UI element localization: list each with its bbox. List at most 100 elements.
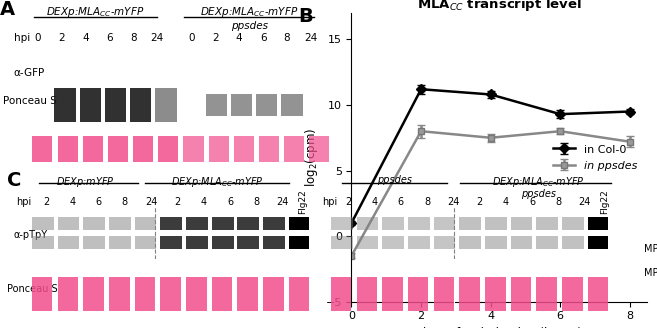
Text: hpi: hpi (322, 197, 337, 207)
Bar (212, 277, 233, 311)
Bar (485, 277, 505, 311)
Bar (263, 236, 285, 249)
Bar (83, 217, 105, 230)
Text: ppsdes: ppsdes (521, 190, 556, 199)
Text: 2: 2 (212, 33, 219, 43)
Bar (109, 236, 131, 249)
Bar (55, 88, 76, 122)
Bar (357, 217, 378, 230)
Text: 8: 8 (284, 33, 290, 43)
Text: 8: 8 (424, 197, 430, 207)
Bar (284, 136, 304, 162)
Bar (135, 236, 156, 249)
Text: 24: 24 (145, 197, 157, 207)
Bar (485, 236, 507, 249)
Text: 6: 6 (397, 197, 404, 207)
Bar (32, 277, 53, 311)
Bar (289, 236, 311, 249)
Bar (588, 236, 610, 249)
Bar (160, 217, 182, 230)
Title: MLA$_{CC}$ transcript level: MLA$_{CC}$ transcript level (417, 0, 582, 12)
X-axis label: Time after induction (hours): Time after induction (hours) (417, 327, 582, 328)
Bar (206, 94, 227, 116)
Bar (536, 217, 558, 230)
Bar (58, 277, 78, 311)
Text: 0: 0 (34, 33, 41, 43)
Text: 4: 4 (69, 197, 76, 207)
Bar (536, 236, 558, 249)
Bar (331, 277, 351, 311)
Bar (160, 277, 181, 311)
Bar (58, 236, 79, 249)
Bar (357, 236, 378, 249)
Bar (186, 236, 208, 249)
Bar (32, 136, 53, 162)
Bar (135, 217, 156, 230)
Bar (158, 136, 179, 162)
Text: 2: 2 (345, 197, 351, 207)
Bar (434, 236, 455, 249)
Bar (256, 94, 277, 116)
Text: 8: 8 (122, 197, 128, 207)
Bar (58, 136, 78, 162)
Bar (459, 277, 480, 311)
Bar (459, 217, 481, 230)
Text: ppsdes: ppsdes (376, 175, 412, 185)
Bar (79, 88, 101, 122)
Bar (209, 136, 229, 162)
Bar (237, 277, 258, 311)
Bar (109, 277, 129, 311)
Text: Flg22: Flg22 (600, 190, 609, 215)
Bar (331, 217, 353, 230)
Bar (83, 236, 105, 249)
Text: 6: 6 (227, 197, 233, 207)
Bar (32, 236, 54, 249)
Text: 24: 24 (304, 33, 317, 43)
Bar (259, 136, 279, 162)
Text: ppsdes: ppsdes (231, 21, 268, 31)
Bar (562, 277, 583, 311)
Text: Ponceau S: Ponceau S (3, 96, 57, 106)
Text: Flg22: Flg22 (298, 190, 307, 215)
Text: $DEX$p:$MLA_{CC}$-$m$YFP: $DEX$p:$MLA_{CC}$-$m$YFP (171, 175, 263, 189)
Text: 6: 6 (529, 197, 535, 207)
Bar (382, 277, 403, 311)
Bar (331, 236, 353, 249)
Bar (562, 236, 584, 249)
Text: $DEX$p:$MLA_{CC}$-$m$YFP: $DEX$p:$MLA_{CC}$-$m$YFP (493, 175, 585, 189)
Bar (109, 217, 131, 230)
Bar (105, 88, 126, 122)
Text: α-GFP: α-GFP (14, 68, 45, 78)
Bar (160, 236, 182, 249)
Text: $DEX$p:$MLA_{CC}$-$m$YFP: $DEX$p:$MLA_{CC}$-$m$YFP (200, 5, 298, 19)
Bar (83, 277, 104, 311)
Text: 24: 24 (579, 197, 591, 207)
Bar (133, 136, 153, 162)
Text: 8: 8 (253, 197, 260, 207)
Text: 6: 6 (260, 33, 266, 43)
Text: MPK3: MPK3 (644, 268, 657, 278)
Text: hpi: hpi (16, 197, 32, 207)
Bar (281, 94, 303, 116)
Bar (562, 217, 584, 230)
Text: A: A (0, 0, 15, 19)
Bar (434, 217, 455, 230)
Text: B: B (298, 7, 313, 26)
Bar (434, 277, 454, 311)
Bar (459, 236, 481, 249)
Bar (588, 277, 608, 311)
Bar (212, 217, 233, 230)
Bar (58, 217, 79, 230)
Bar (83, 136, 103, 162)
Bar (357, 277, 377, 311)
Bar (536, 277, 557, 311)
Text: 4: 4 (503, 197, 509, 207)
Text: 4: 4 (371, 197, 378, 207)
Text: $DEX$p:$m$YFP: $DEX$p:$m$YFP (56, 175, 115, 189)
Text: 8: 8 (555, 197, 562, 207)
Text: 2: 2 (174, 197, 181, 207)
Text: 0: 0 (188, 33, 194, 43)
Y-axis label: log$_2$(cpm): log$_2$(cpm) (303, 128, 320, 187)
Bar (408, 236, 430, 249)
Bar (289, 217, 311, 230)
